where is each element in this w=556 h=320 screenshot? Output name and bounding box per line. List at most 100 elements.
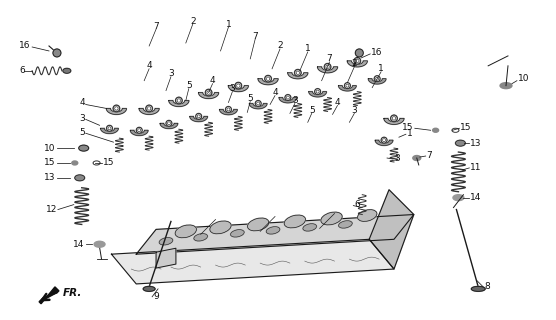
Circle shape: [257, 102, 260, 105]
Polygon shape: [287, 73, 308, 79]
Ellipse shape: [94, 162, 99, 164]
Polygon shape: [39, 287, 59, 304]
Text: 4: 4: [146, 61, 152, 70]
Ellipse shape: [79, 145, 88, 151]
Ellipse shape: [321, 212, 342, 225]
Circle shape: [391, 115, 398, 122]
Circle shape: [266, 77, 270, 80]
Polygon shape: [317, 67, 337, 73]
Ellipse shape: [75, 175, 85, 181]
Text: 3: 3: [292, 96, 297, 105]
Ellipse shape: [93, 161, 100, 165]
Text: 13: 13: [44, 173, 56, 182]
Ellipse shape: [339, 221, 353, 228]
Text: 6: 6: [19, 66, 25, 75]
Text: 2: 2: [351, 59, 357, 68]
Polygon shape: [139, 108, 159, 115]
Polygon shape: [198, 92, 219, 99]
Text: 5: 5: [247, 94, 253, 103]
Circle shape: [286, 96, 290, 99]
Circle shape: [354, 58, 361, 64]
Ellipse shape: [433, 128, 439, 132]
Text: 10: 10: [44, 144, 56, 153]
Text: 4: 4: [335, 98, 340, 107]
Polygon shape: [249, 103, 267, 109]
Text: 1: 1: [407, 129, 413, 138]
Circle shape: [376, 77, 379, 80]
Text: 8: 8: [484, 282, 490, 292]
Ellipse shape: [194, 234, 207, 241]
Ellipse shape: [63, 68, 71, 73]
Circle shape: [196, 113, 202, 119]
Polygon shape: [190, 116, 207, 122]
Polygon shape: [228, 86, 249, 92]
Polygon shape: [156, 248, 176, 268]
Ellipse shape: [452, 128, 459, 132]
Ellipse shape: [247, 218, 269, 231]
Circle shape: [207, 91, 210, 94]
Circle shape: [285, 95, 291, 100]
Polygon shape: [384, 118, 404, 124]
Ellipse shape: [143, 286, 155, 291]
Text: 6: 6: [354, 200, 360, 209]
Circle shape: [324, 63, 331, 70]
Text: 3: 3: [351, 106, 357, 115]
Text: 13: 13: [470, 139, 482, 148]
Text: 2: 2: [277, 42, 283, 51]
Circle shape: [53, 49, 61, 57]
Polygon shape: [136, 214, 414, 254]
Text: 16: 16: [19, 42, 31, 51]
Ellipse shape: [175, 225, 196, 238]
Circle shape: [138, 129, 141, 132]
Ellipse shape: [210, 221, 231, 234]
Text: 1: 1: [378, 64, 384, 73]
Ellipse shape: [284, 215, 305, 228]
Circle shape: [146, 105, 152, 112]
Circle shape: [167, 122, 171, 125]
Text: 7: 7: [153, 22, 159, 31]
Ellipse shape: [471, 286, 485, 291]
Circle shape: [115, 107, 118, 110]
Ellipse shape: [453, 129, 458, 132]
Text: 7: 7: [426, 150, 433, 160]
Text: 5: 5: [79, 128, 85, 137]
Circle shape: [197, 115, 200, 118]
Text: 11: 11: [470, 164, 482, 172]
Polygon shape: [169, 100, 189, 107]
Polygon shape: [369, 190, 414, 269]
Polygon shape: [160, 123, 178, 129]
Polygon shape: [106, 108, 127, 115]
Ellipse shape: [266, 227, 280, 234]
Text: 1: 1: [226, 20, 231, 29]
Polygon shape: [130, 130, 148, 136]
Text: 16: 16: [371, 48, 383, 57]
Polygon shape: [101, 128, 118, 134]
Text: 7: 7: [327, 54, 332, 63]
Circle shape: [381, 137, 387, 143]
Polygon shape: [279, 98, 297, 103]
Text: 3: 3: [394, 154, 400, 163]
Text: FR.: FR.: [63, 288, 82, 298]
Circle shape: [383, 139, 385, 142]
Text: 3: 3: [79, 114, 85, 123]
Circle shape: [356, 59, 359, 62]
Text: 3: 3: [230, 84, 235, 93]
Ellipse shape: [231, 230, 244, 237]
Circle shape: [176, 97, 182, 104]
Ellipse shape: [413, 156, 421, 161]
Circle shape: [113, 105, 120, 112]
Text: 15: 15: [403, 123, 414, 132]
Ellipse shape: [453, 195, 464, 201]
Text: 2: 2: [190, 17, 196, 26]
Circle shape: [205, 89, 212, 96]
Circle shape: [226, 107, 231, 112]
Circle shape: [147, 107, 151, 110]
Ellipse shape: [303, 224, 316, 231]
Circle shape: [344, 83, 350, 89]
Text: 3: 3: [168, 69, 174, 78]
Polygon shape: [258, 79, 278, 85]
Text: 4: 4: [210, 76, 215, 85]
Text: 4: 4: [79, 98, 85, 107]
Text: 7: 7: [252, 32, 258, 41]
Text: 1: 1: [305, 44, 311, 53]
